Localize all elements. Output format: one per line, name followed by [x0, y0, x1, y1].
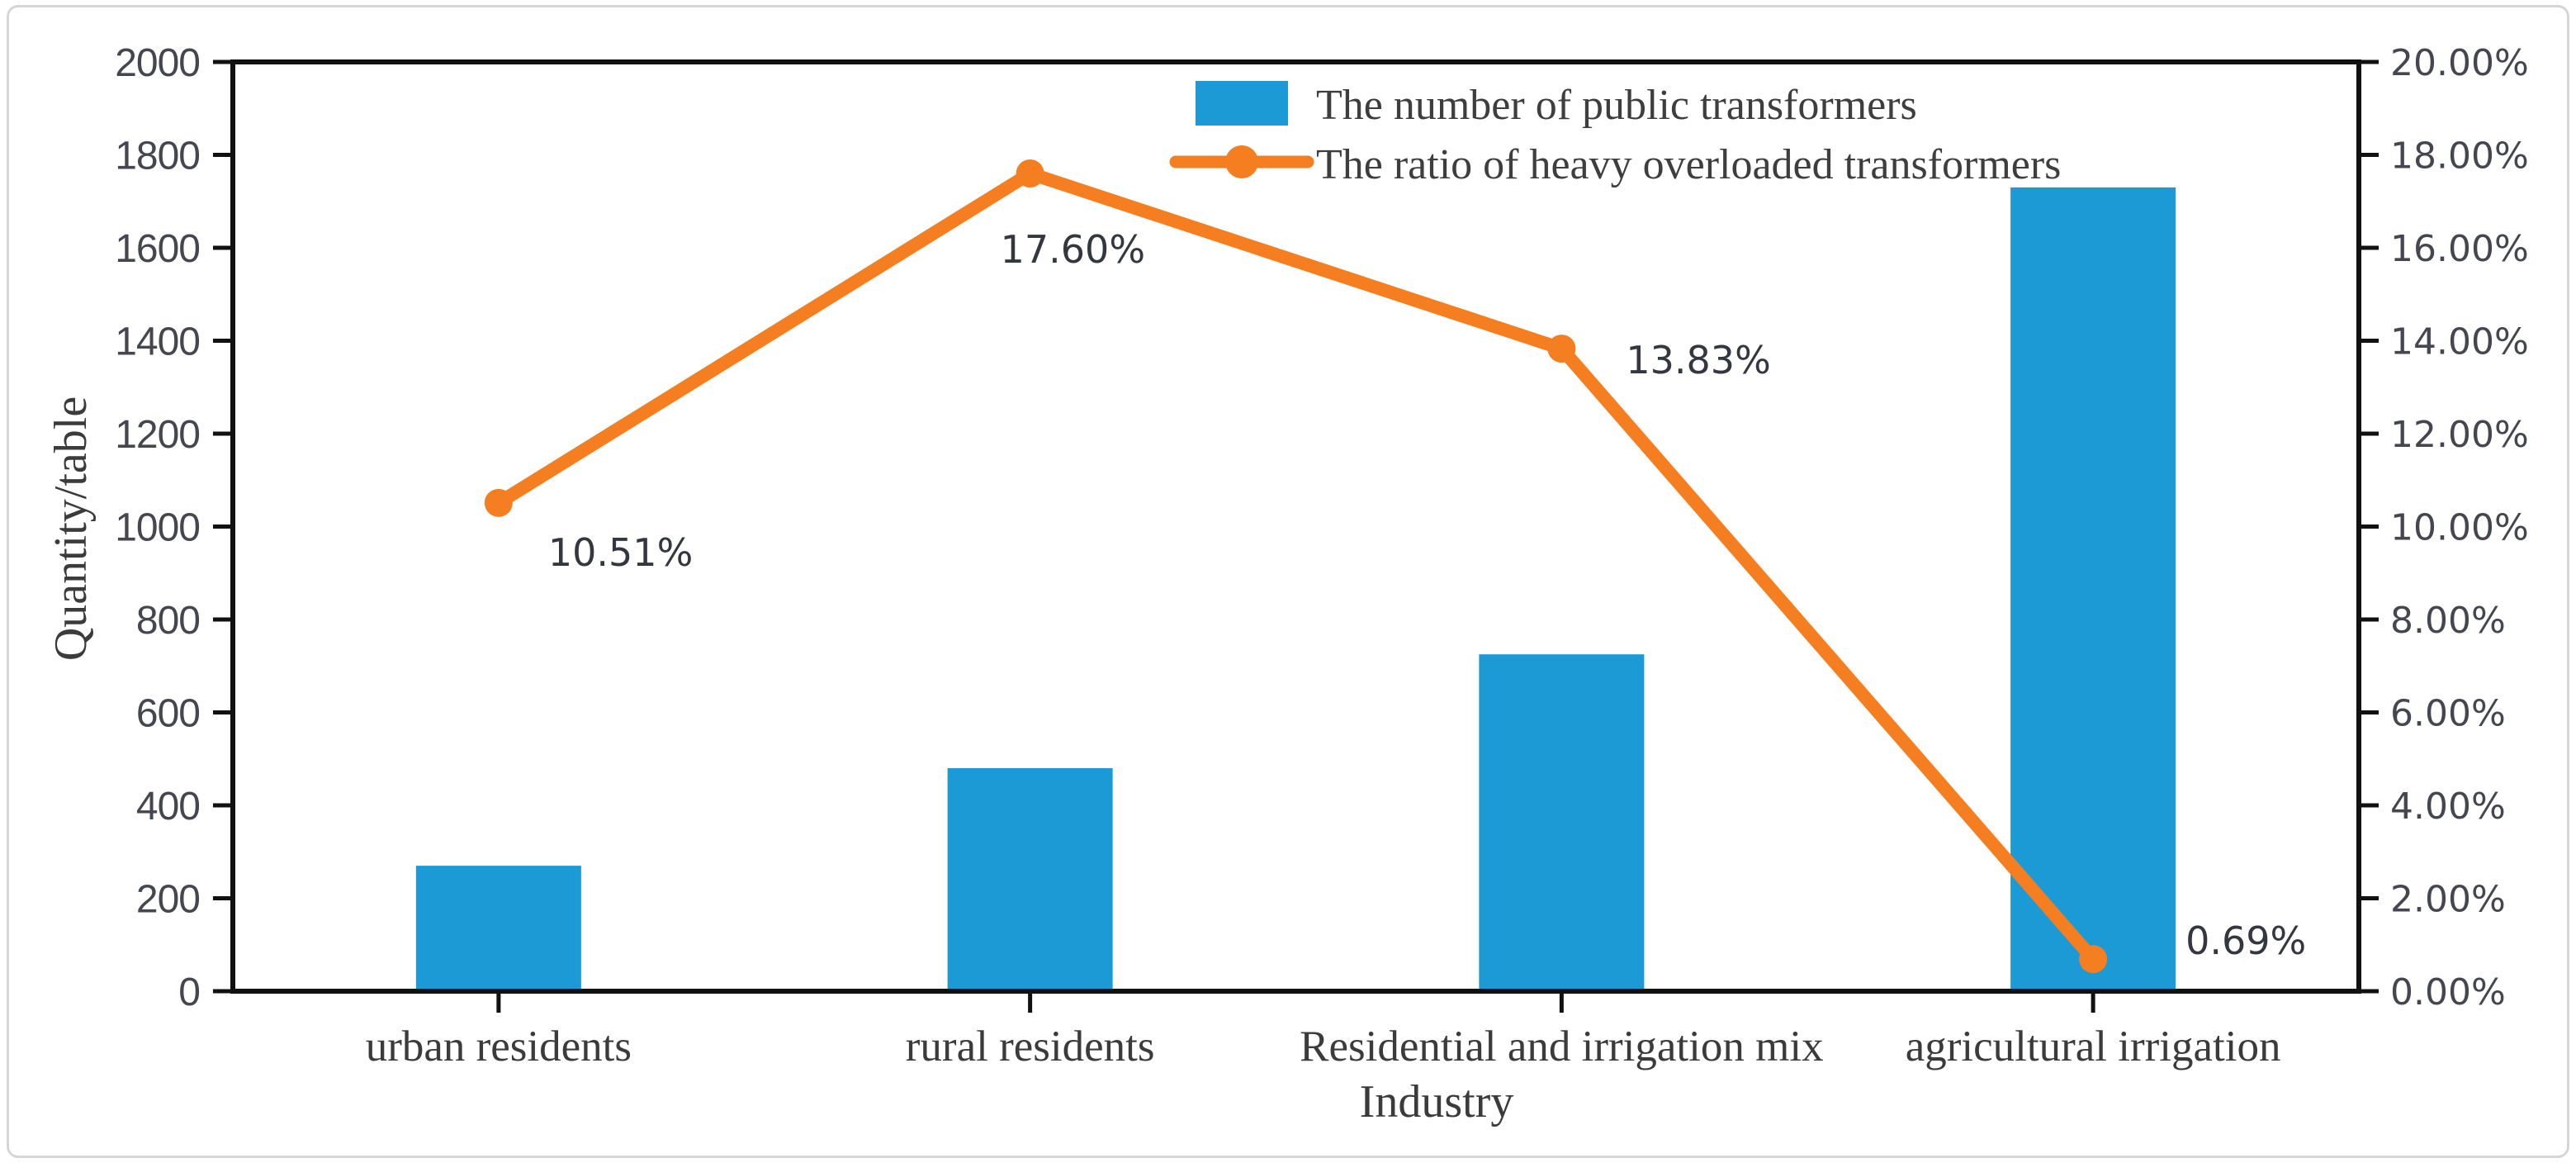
- left-tick-label: 2000: [115, 41, 200, 85]
- right-tick-label: 12.00%: [2390, 414, 2529, 456]
- right-tick-label: 10.00%: [2390, 507, 2529, 549]
- right-tick-label: 4.00%: [2390, 786, 2506, 828]
- right-tick-label: 2.00%: [2390, 879, 2506, 921]
- left-tick-label: 800: [136, 599, 200, 643]
- right-tick-label: 14.00%: [2390, 321, 2529, 363]
- right-tick-label: 0.00%: [2390, 971, 2506, 1013]
- line-marker-Residential-and-irrigation-mix: [1547, 335, 1576, 363]
- ratio-point-label: 0.69%: [2185, 919, 2306, 963]
- legend-line-marker: [1225, 145, 1258, 178]
- legend-label-bars: The number of public transformers: [1316, 82, 1917, 129]
- bar-urban-residents: [415, 866, 581, 991]
- ratio-point-label: 10.51%: [548, 530, 693, 575]
- left-tick-label: 400: [136, 785, 200, 828]
- left-tick-label: 1000: [115, 506, 200, 550]
- right-tick-label: 18.00%: [2390, 135, 2529, 178]
- left-tick-label: 600: [136, 692, 200, 736]
- right-tick-label: 8.00%: [2390, 600, 2506, 642]
- legend-bar-swatch: [1196, 81, 1288, 126]
- x-category-label: urban residents: [366, 1023, 632, 1070]
- left-tick-label: 1200: [115, 413, 200, 457]
- x-category-label: rural residents: [906, 1023, 1155, 1070]
- left-tick-label: 1400: [115, 320, 200, 364]
- bar-agricultural-irrigation: [2010, 187, 2176, 991]
- left-tick-label: 1600: [115, 227, 200, 271]
- right-tick-label: 20.00%: [2390, 42, 2529, 84]
- ratio-point-label: 13.83%: [1626, 338, 1770, 382]
- x-category-label: Residential and irrigation mix: [1300, 1023, 1823, 1070]
- right-tick-label: 6.00%: [2390, 693, 2506, 735]
- left-tick-label: 200: [136, 878, 200, 922]
- x-category-label: agricultural irrigation: [1906, 1023, 2281, 1070]
- line-marker-urban-residents: [484, 488, 513, 517]
- left-tick-label: 1800: [115, 135, 200, 178]
- right-tick-label: 16.00%: [2390, 228, 2529, 270]
- left-tick-label: 0: [178, 971, 200, 1014]
- x-axis-title: Industry: [1360, 1076, 1514, 1127]
- line-marker-rural-residents: [1016, 159, 1044, 188]
- ratio-point-label: 17.60%: [1001, 227, 1145, 272]
- bar-Residential-and-irrigation-mix: [1479, 654, 1645, 991]
- bar-rural-residents: [947, 768, 1113, 991]
- legend-label-line: The ratio of heavy overloaded transforme…: [1316, 141, 2061, 188]
- y-axis-title: Quantity/table: [45, 396, 97, 661]
- ratio-line: [491, 167, 2100, 966]
- line-marker-agricultural-irrigation: [2079, 945, 2108, 974]
